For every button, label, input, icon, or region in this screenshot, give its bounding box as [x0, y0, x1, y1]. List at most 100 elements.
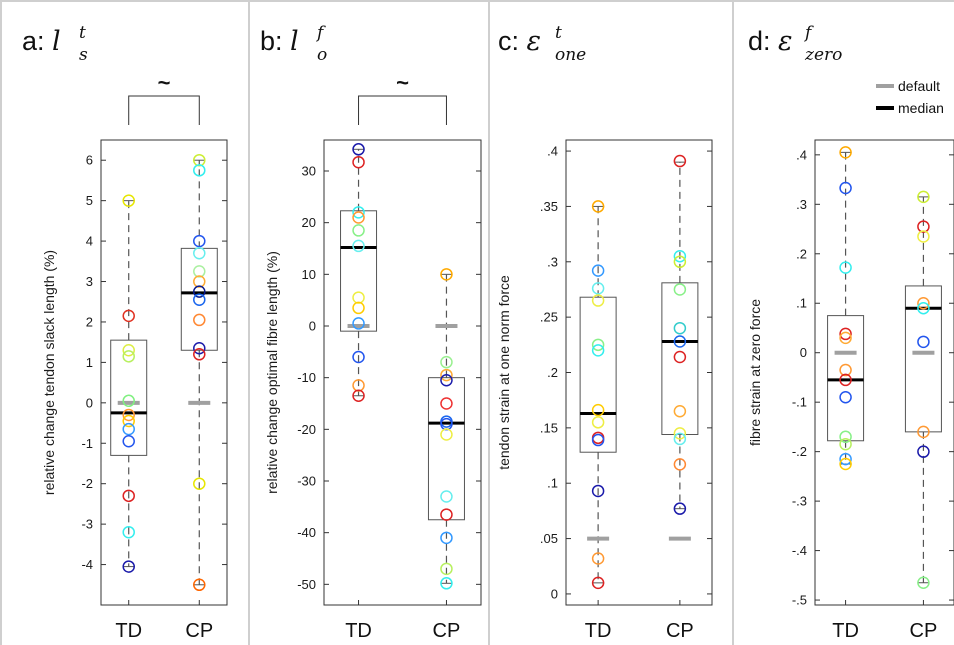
y-tick-label: -.4 [792, 543, 807, 558]
y-tick-label: -10 [297, 370, 316, 385]
legend-default-label: default [898, 78, 940, 94]
data-point [193, 578, 206, 592]
x-category-label: TD [832, 620, 859, 642]
data-point [352, 317, 365, 330]
panel-title-symbol: l [290, 26, 299, 57]
box [427, 377, 465, 521]
data-point [352, 143, 365, 156]
data-point [193, 293, 206, 306]
data-point [122, 489, 135, 503]
top-border [0, 0, 954, 2]
data-point [591, 282, 605, 295]
axes-frame [323, 139, 482, 606]
x-category-label: TD [115, 620, 142, 642]
data-point [122, 350, 135, 363]
box [661, 282, 699, 436]
y-tick-label: .4 [547, 144, 558, 159]
significance-marker: ~ [396, 70, 409, 95]
data-point [440, 508, 453, 521]
y-tick-label: -30 [297, 474, 316, 489]
data-point [839, 146, 852, 159]
data-point [352, 224, 365, 237]
y-tick-label: .4 [796, 147, 807, 162]
panel-title-prefix: c: [498, 26, 527, 56]
axes-frame [565, 139, 713, 606]
data-point [917, 576, 930, 589]
data-point [673, 250, 687, 263]
significance-marker: ~ [158, 70, 171, 95]
y-tick-label: .1 [547, 476, 558, 491]
data-point [591, 294, 605, 307]
panel-title-symbol: ε [778, 26, 793, 57]
data-point [673, 432, 687, 446]
panel-title-sub: s [79, 45, 88, 65]
data-point [440, 428, 453, 441]
significance-bracket [358, 95, 447, 125]
y-tick-label: 5 [86, 193, 93, 208]
data-point [193, 348, 206, 361]
data-point [591, 552, 605, 565]
y-tick-label: -50 [297, 577, 316, 592]
data-point [440, 268, 453, 281]
data-point [673, 335, 687, 348]
data-point [122, 309, 135, 323]
panel-title-prefix: b: [260, 26, 290, 56]
box [904, 285, 942, 433]
y-tick-label: 6 [86, 153, 93, 168]
data-point [917, 230, 930, 243]
panel-title-sub: one [555, 45, 586, 65]
panel-divider [248, 0, 250, 645]
data-point [839, 390, 852, 404]
data-point [193, 164, 206, 177]
panel-title: c: ε t one [498, 23, 586, 65]
data-point [193, 246, 206, 260]
panel-title-sup: f [803, 23, 814, 43]
y-tick-label: -3 [81, 517, 93, 532]
x-category-label: CP [433, 620, 461, 642]
box [340, 210, 378, 332]
y-tick-label: -2 [81, 476, 93, 491]
panel-title-sup: f [315, 23, 326, 43]
y-tick-label: 0 [86, 395, 93, 410]
data-point [440, 368, 453, 382]
data-point [839, 327, 852, 341]
y-tick-label: -.5 [792, 593, 807, 608]
data-point [440, 531, 453, 545]
data-point [917, 296, 930, 310]
y-tick-label: .2 [547, 365, 558, 380]
legend: default median [876, 78, 944, 116]
data-point [193, 275, 206, 288]
axes-frame [100, 139, 228, 606]
y-tick-label: 10 [302, 267, 316, 282]
data-point [673, 405, 687, 418]
significance-bracket [128, 95, 200, 125]
data-point [839, 452, 852, 466]
data-point [193, 153, 206, 167]
data-point [122, 525, 135, 539]
data-point [673, 502, 687, 515]
data-point [673, 350, 687, 364]
y-tick-label: 1 [86, 355, 93, 370]
y-tick-label: .3 [796, 197, 807, 212]
panel-b: b: l f o -50 -40 -30 -20 -10 0 10 20 30 relative cha… [260, 23, 482, 642]
data-point [193, 313, 206, 327]
data-point [839, 457, 852, 471]
data-point [122, 560, 135, 573]
legend-median-label: median [898, 100, 944, 116]
y-tick-label: -20 [297, 422, 316, 437]
data-point [591, 200, 605, 213]
data-point [122, 434, 135, 448]
data-point [591, 338, 605, 352]
panel-divider [732, 0, 734, 645]
y-tick-label: .1 [796, 296, 807, 311]
data-point [839, 181, 852, 195]
data-point [917, 335, 930, 349]
y-tick-label: 4 [86, 234, 93, 249]
y-tick-label: -40 [297, 525, 316, 540]
data-point [440, 397, 453, 410]
data-point [917, 425, 930, 439]
data-point [591, 416, 605, 429]
data-point [917, 220, 930, 233]
box [579, 296, 617, 453]
